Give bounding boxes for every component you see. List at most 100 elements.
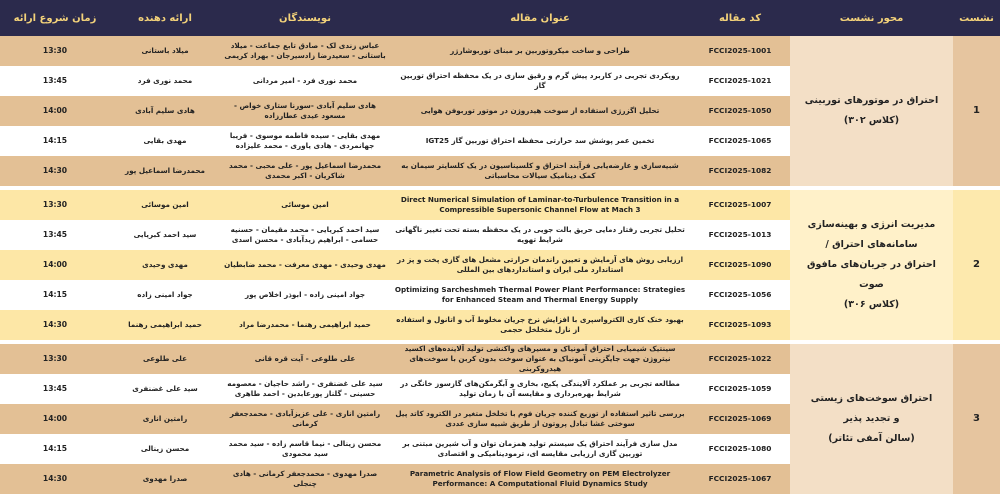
table-row: FCCI2025-1080 مدل سازی فرآیند احتراق یک س…: [0, 434, 1000, 464]
paper-title: تحلیل تجربی رفتار دمایی حریق بالت جویی د…: [390, 220, 690, 250]
start-time: 14:30: [0, 156, 110, 186]
start-time: 13:30: [0, 36, 110, 66]
session-axis: احتراق سوخت‌های زیستی و تجدید پذیر (سالن آ…: [790, 344, 953, 494]
paper-authors: علی طلوعی - آیت قره قانی: [220, 344, 390, 374]
header-code: کد مقاله: [690, 0, 790, 36]
paper-title: Parametric Analysis of Flow Field Geomet…: [390, 464, 690, 494]
header-presenter: ارائه دهنده: [110, 0, 220, 36]
paper-authors: سید علی غضنفری - راشد حاجیان - معصومه حس…: [220, 374, 390, 404]
header-axis: محور نشست: [790, 0, 953, 36]
paper-title: تخمین عمر پوشش سد حرارتی محفظه احتراق تو…: [390, 126, 690, 156]
start-time: 14:15: [0, 434, 110, 464]
paper-code: FCCI2025-1013: [690, 220, 790, 250]
paper-code: FCCI2025-1080: [690, 434, 790, 464]
presenter: حمید ابراهیمی رهنما: [110, 310, 220, 340]
paper-title: مدل سازی فرآیند احتراق یک سیستم تولید هم…: [390, 434, 690, 464]
paper-authors: امین موسائی: [220, 190, 390, 220]
session-number: 1: [953, 36, 1000, 186]
table-row: 3 احتراق سوخت‌های زیستی و تجدید پذیر (سالن …: [0, 344, 1000, 494]
session-group-3: 3 احتراق سوخت‌های زیستی و تجدید پذیر (سالن …: [0, 344, 1000, 494]
start-time: 14:30: [0, 310, 110, 340]
paper-authors: مهدی وحیدی - مهدی معرفت - محمد ضابطیان: [220, 250, 390, 280]
paper-title: مطالعه تجربی بر عملکرد آلایندگی پکیج، بخ…: [390, 374, 690, 404]
paper-code: FCCI2025-1067: [690, 464, 790, 494]
paper-title: بررسی تاثیر استفاده از توزیع کننده جریان…: [390, 404, 690, 434]
paper-title: ارزیابی روش های آزمایش و تعیین راندمان ح…: [390, 250, 690, 280]
paper-title: تحلیل اگزرژی استفاده از سوخت هیدروژن در …: [390, 96, 690, 126]
start-time: 14:00: [0, 404, 110, 434]
paper-code: FCCI2025-1090: [690, 250, 790, 280]
axis-line: (سالن آمفی تئاتر): [828, 432, 915, 444]
table-row: FCCI2025-1093 بهبود خنک کاری الکترواسپری …: [0, 310, 1000, 340]
paper-code: FCCI2025-1093: [690, 310, 790, 340]
paper-authors: عباس زندی لک - صادق تابع جماعت - میلاد ب…: [220, 36, 390, 66]
table-row: FCCI2025-1067 Parametric Analysis of Flow…: [0, 464, 1000, 494]
start-time: 13:45: [0, 220, 110, 250]
table-row: FCCI2025-1069 بررسی تاثیر استفاده از توزی…: [0, 404, 1000, 434]
table-row: 1 احتراق در موتورهای توربینی (کلاس ۳۰۲) FCC…: [0, 36, 1000, 186]
start-time: 13:45: [0, 374, 110, 404]
paper-title: بهبود خنک کاری الکترواسپری با افزایش نرخ…: [390, 310, 690, 340]
paper-title: سینتیک شیمیایی احتراق آمونیاک و مسیرهای …: [390, 344, 690, 374]
paper-title: شبیه‌سازی و عارضه‌یابی فرآیند احتراق و ک…: [390, 156, 690, 186]
presenter: علی طلوعی: [110, 344, 220, 374]
paper-code: FCCI2025-1082: [690, 156, 790, 186]
paper-code: FCCI2025-1059: [690, 374, 790, 404]
paper-authors: محمد نوری فرد - امیر مردانی: [220, 66, 390, 96]
paper-code: FCCI2025-1001: [690, 36, 790, 66]
presenter: محمدرضا اسماعیل پور: [110, 156, 220, 186]
presenter: سید علی غضنفری: [110, 374, 220, 404]
table-row: 2 مدیریت انرژی و بهینه‌سازی سامانه‌های احت…: [0, 190, 1000, 340]
axis-line: احتراق در موتورهای توربینی: [804, 95, 939, 107]
table-row: FCCI2025-1013 تحلیل تجربی رفتار دمایی حری…: [0, 220, 1000, 250]
presenter: میلاد باستانی: [110, 36, 220, 66]
paper-authors: حمید ابراهیمی رهنما - محمدرضا مراد: [220, 310, 390, 340]
axis-line: (کلاس ۳۰۲): [843, 115, 900, 126]
table-row: FCCI2025-1059 مطالعه تجربی بر عملکرد آلای…: [0, 374, 1000, 404]
start-time: 13:30: [0, 344, 110, 374]
session-group-2: 2 مدیریت انرژی و بهینه‌سازی سامانه‌های احت…: [0, 190, 1000, 340]
start-time: 14:00: [0, 250, 110, 280]
table-row: FCCI2025-1082 شبیه‌سازی و عارضه‌یابی فرآی…: [0, 156, 1000, 186]
axis-line: مدیریت انرژی و بهینه‌سازی: [807, 219, 936, 231]
start-time: 14:00: [0, 96, 110, 126]
paper-authors: رامتین اناری - علی عزیزآبادی - محمدجعفر …: [220, 404, 390, 434]
presenter: امین موسائی: [110, 190, 220, 220]
table-row: FCCI2025-1021 رویکردی تجربی در کاربرد پیش…: [0, 66, 1000, 96]
paper-title: Direct Numerical Simulation of Laminar-t…: [390, 190, 690, 220]
start-time: 13:45: [0, 66, 110, 96]
header-title: عنوان مقاله: [390, 0, 690, 36]
axis-line: احتراق سوخت‌های زیستی: [810, 393, 933, 405]
paper-title: طراحی و ساخت میکروتوربین بر مبنای توربوش…: [390, 36, 690, 66]
separator: [0, 340, 1000, 344]
header-authors: نویسندگان: [220, 0, 390, 36]
session-number: 2: [953, 190, 1000, 340]
presenter: جواد امینی زاده: [110, 280, 220, 310]
axis-line: (کلاس ۳۰۶): [843, 298, 900, 310]
presenter: رامتین اناری: [110, 404, 220, 434]
axis-line: و تجدید پذیر: [843, 413, 900, 425]
paper-title: رویکردی تجربی در کاربرد پیش گرم و رقیق س…: [390, 66, 690, 96]
presenter: هادی سلیم آبادی: [110, 96, 220, 126]
axis-line: سامانه‌های احتراق /: [825, 239, 918, 251]
table-row: FCCI2025-1065 تخمین عمر پوشش سد حرارتی مح…: [0, 126, 1000, 156]
paper-authors: هادی سلیم آبادی -سورنا ستاری خواص - مسعو…: [220, 96, 390, 126]
session-number: 3: [953, 344, 1000, 494]
paper-code: FCCI2025-1056: [690, 280, 790, 310]
paper-code: FCCI2025-1007: [690, 190, 790, 220]
paper-code: FCCI2025-1022: [690, 344, 790, 374]
session-axis: مدیریت انرژی و بهینه‌سازی سامانه‌های احتر…: [790, 190, 953, 340]
presenter: مهدی وحیدی: [110, 250, 220, 280]
paper-code: FCCI2025-1021: [690, 66, 790, 96]
paper-authors: محمدرضا اسماعیل پور - علی محبی - محمد شا…: [220, 156, 390, 186]
header-row: نشست محور نشست کد مقاله عنوان مقاله نویس…: [0, 0, 1000, 36]
paper-authors: صدرا مهدوی - محمدجعفر کرمانی - هادی چنجل…: [220, 464, 390, 494]
paper-title: Optimizing Sarcheshmeh Thermal Power Pla…: [390, 280, 690, 310]
paper-authors: محسن زینالی - نیما قاسم زاده - سید محمد …: [220, 434, 390, 464]
paper-authors: جواد امینی زاده - ابوذر اخلاص پور: [220, 280, 390, 310]
paper-code: FCCI2025-1069: [690, 404, 790, 434]
start-time: 14:30: [0, 464, 110, 494]
start-time: 14:15: [0, 126, 110, 156]
paper-code: FCCI2025-1065: [690, 126, 790, 156]
